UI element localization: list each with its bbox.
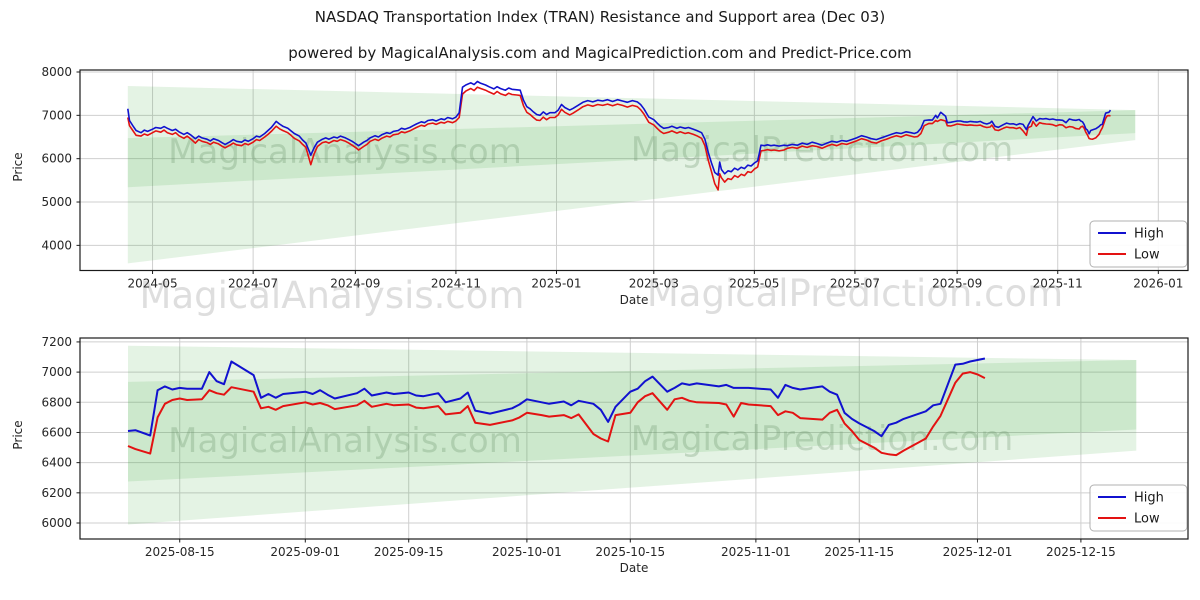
zoom-chart-x-tick-label: 2025-08-15	[145, 545, 215, 559]
zoom-chart-support-band	[128, 360, 1137, 525]
zoom-y-axis-label: Price	[11, 420, 25, 450]
main-chart-watermark: MagicalAnalysis.com	[168, 132, 522, 172]
zoom-chart-x-tick-label: 2025-10-01	[492, 545, 562, 559]
zoom-chart-high-line	[127, 357, 986, 438]
main-chart-spines	[79, 69, 1189, 272]
main-chart-y-tick-label: 5000	[41, 195, 72, 209]
zoom-x-axis-label: Date	[619, 561, 649, 575]
zoom-chart-resistance-band	[128, 345, 1137, 482]
zoom-chart-y-tick-label: 7200	[41, 335, 72, 349]
zoom-chart-watermark: MagicalPrediction.com	[631, 419, 1014, 459]
zoom-chart-x-tick-label: 2025-11-15	[824, 545, 894, 559]
main-x-axis-label: Date	[619, 293, 649, 307]
main-chart-x-tick-label: 2026-01	[1133, 277, 1183, 291]
main-chart-y-tick-label: 7000	[41, 108, 72, 122]
main-chart-watermark: MagicalPrediction.com	[631, 130, 1014, 170]
zoom-chart-legend-high-label: High	[1134, 491, 1164, 506]
zoom-chart-x-tick-label: 2025-12-15	[1046, 545, 1116, 559]
zoom-chart-y-tick-label: 6800	[41, 395, 72, 409]
chart-subtitle: powered by MagicalAnalysis.com and Magic…	[288, 44, 912, 62]
main-chart-support-band	[127, 110, 1136, 264]
main-chart-y-tick-label: 4000	[41, 238, 72, 252]
main-chart-low-line	[127, 86, 1111, 191]
main-chart-x-tick-label: 2025-07	[830, 277, 880, 291]
zoom-chart-y-tick-label: 6200	[41, 486, 72, 500]
zoom-chart-watermark: MagicalAnalysis.com	[168, 421, 522, 461]
main-chart-x-tick-label: 2025-09	[932, 277, 982, 291]
zoom-chart-x-tick-label: 2025-09-15	[374, 545, 444, 559]
zoom-chart-y-tick-label: 6600	[41, 425, 72, 439]
chart-title: NASDAQ Transportation Index (TRAN) Resis…	[314, 8, 886, 26]
main-chart-legend-low-label: Low	[1134, 248, 1160, 263]
main-chart-x-tick-label: 2024-07	[228, 277, 278, 291]
main-chart-x-tick-label: 2025-11	[1033, 277, 1083, 291]
zoom-chart-spines	[79, 337, 1189, 540]
main-chart-x-tick-label: 2024-11	[431, 277, 481, 291]
main-chart-high-line	[127, 80, 1112, 176]
middle-watermark: MagicalPrediction.com	[647, 272, 1063, 315]
zoom-chart-y-tick-label: 6400	[41, 456, 72, 470]
main-chart-x-tick-label: 2025-01	[531, 277, 581, 291]
main-chart-y-tick-label: 6000	[41, 152, 72, 166]
main-chart-x-tick-label: 2024-09	[330, 277, 380, 291]
main-chart-x-tick-label: 2025-05	[729, 277, 779, 291]
zoom-chart-x-tick-label: 2025-09-01	[270, 545, 340, 559]
zoom-chart-x-tick-label: 2025-12-01	[943, 545, 1013, 559]
middle-watermark: MagicalAnalysis.com	[140, 274, 525, 317]
zoom-chart-y-tick-label: 6000	[41, 516, 72, 530]
zoom-chart-y-tick-label: 7000	[41, 365, 72, 379]
main-y-axis-label: Price	[11, 152, 25, 182]
main-chart-y-tick-label: 8000	[41, 65, 72, 79]
main-chart-resistance-band	[127, 86, 1136, 188]
zoom-chart-x-tick-label: 2025-11-01	[721, 545, 791, 559]
main-chart-x-tick-label: 2024-05	[127, 277, 177, 291]
zoom-chart-low-line	[127, 371, 986, 457]
zoom-chart-x-tick-label: 2025-10-15	[595, 545, 665, 559]
main-chart-x-tick-label: 2025-03	[629, 277, 679, 291]
zoom-chart-legend-low-label: Low	[1134, 512, 1160, 527]
main-chart-legend-high-label: High	[1134, 227, 1164, 242]
